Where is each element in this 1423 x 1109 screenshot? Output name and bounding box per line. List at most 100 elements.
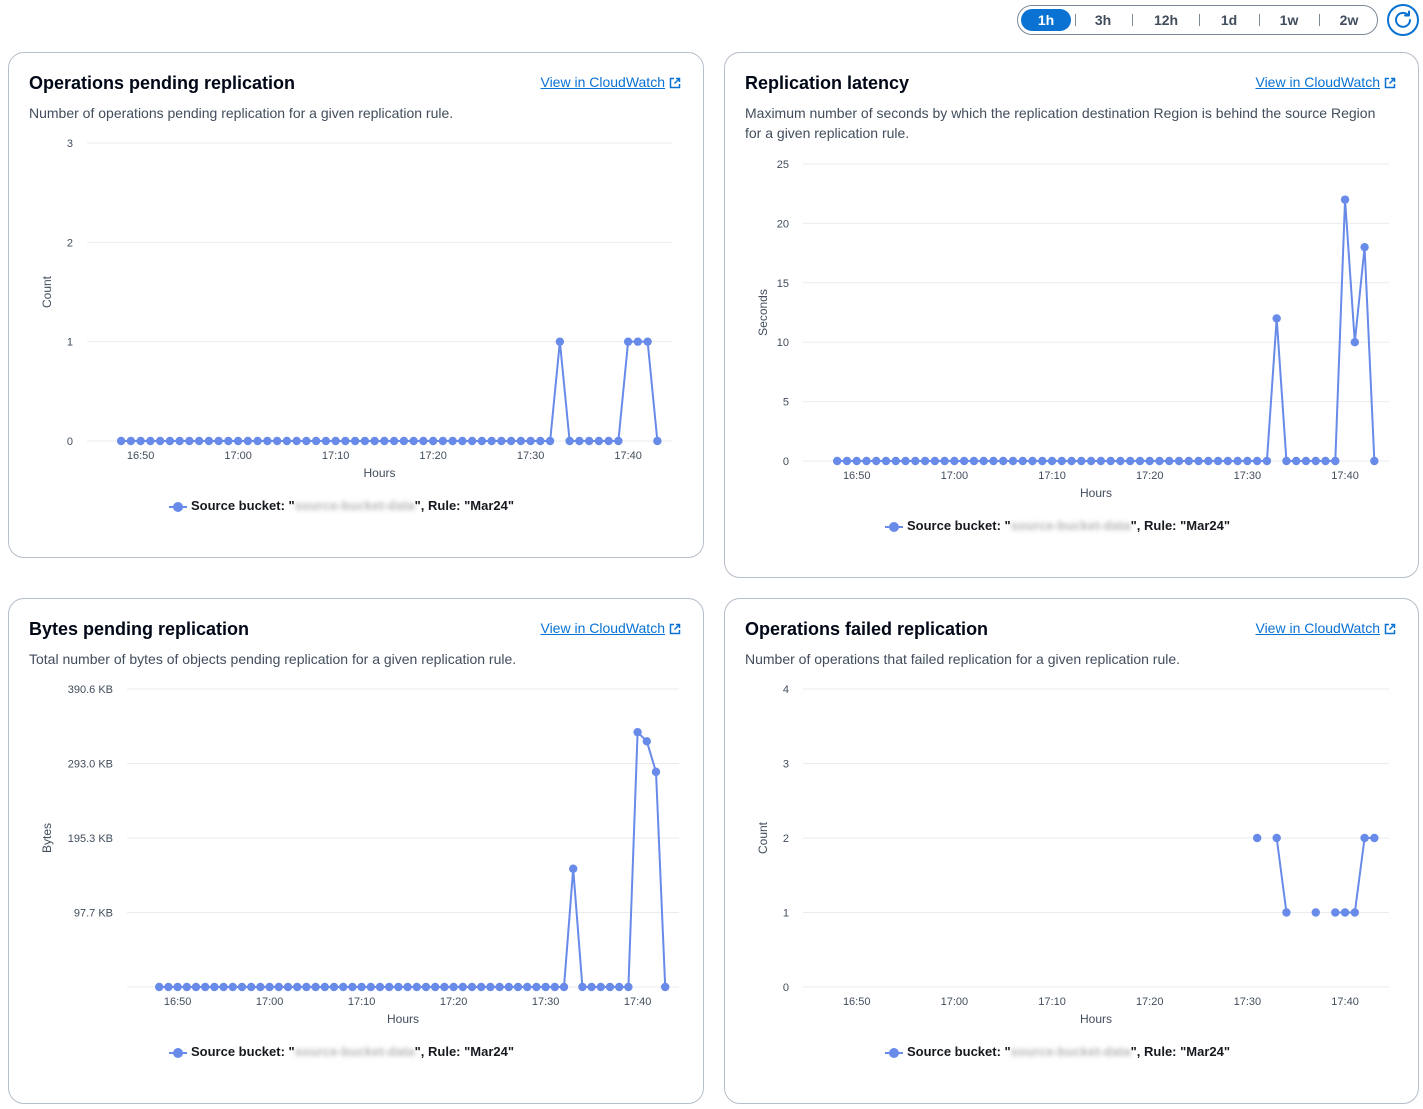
data-point[interactable] [155,982,164,992]
data-point[interactable] [615,982,624,992]
data-point[interactable] [428,436,438,446]
data-point[interactable] [431,982,440,992]
data-point[interactable] [341,436,350,446]
data-point[interactable] [541,982,550,992]
data-point[interactable] [1018,456,1027,466]
data-point[interactable] [506,436,516,446]
data-point[interactable] [872,456,881,466]
data-point[interactable] [623,337,633,346]
data-point[interactable] [201,982,210,992]
data-point[interactable] [1340,908,1350,917]
data-point[interactable] [1135,456,1145,466]
data-point[interactable] [1096,456,1106,466]
data-point[interactable] [219,982,228,992]
data-point[interactable] [366,982,375,992]
data-point[interactable] [370,436,379,446]
data-point[interactable] [350,436,360,446]
data-point[interactable] [320,982,329,992]
range-12h-button[interactable]: 12h [1153,12,1179,28]
data-point[interactable] [1194,456,1203,466]
data-point[interactable] [182,982,191,992]
data-point[interactable] [116,436,126,446]
data-point[interactable] [329,982,339,992]
data-point[interactable] [911,456,920,466]
view-in-cloudwatch-link[interactable]: View in CloudWatch [540,74,681,90]
data-point[interactable] [165,436,175,446]
data-point[interactable] [550,982,559,992]
data-point[interactable] [624,982,633,992]
data-point[interactable] [959,456,969,466]
data-point[interactable] [339,982,348,992]
data-point[interactable] [1174,456,1184,466]
data-point[interactable] [1340,195,1350,204]
range-1d-button[interactable]: 1d [1220,12,1238,28]
data-point[interactable] [1360,242,1369,252]
data-point[interactable] [526,436,535,446]
data-point[interactable] [1184,456,1193,466]
data-point[interactable] [979,456,988,466]
data-point[interactable] [283,982,293,992]
data-point[interactable] [1057,456,1067,466]
data-point[interactable] [1370,456,1379,466]
data-point[interactable] [477,436,487,446]
data-point[interactable] [487,436,496,446]
data-point[interactable] [1116,456,1125,466]
data-point[interactable] [1243,456,1252,466]
data-point[interactable] [1350,908,1360,917]
data-point[interactable] [842,456,852,466]
data-point[interactable] [357,982,366,992]
data-point[interactable] [272,436,282,446]
data-point[interactable] [1321,456,1330,466]
data-point[interactable] [575,436,584,446]
data-point[interactable] [394,982,403,992]
data-point[interactable] [399,436,409,446]
data-point[interactable] [594,436,604,446]
data-point[interactable] [1282,908,1291,917]
range-3h-button[interactable]: 3h [1094,12,1112,28]
data-point[interactable] [862,456,871,466]
data-point[interactable] [504,982,513,992]
data-point[interactable] [403,982,412,992]
data-point[interactable] [1077,456,1086,466]
data-point[interactable] [523,982,532,992]
data-point[interactable] [348,982,357,992]
data-point[interactable] [256,982,265,992]
data-point[interactable] [495,982,504,992]
data-point[interactable] [513,982,523,992]
data-point[interactable] [1155,456,1164,466]
data-point[interactable] [497,436,506,446]
data-point[interactable] [292,436,301,446]
data-point[interactable] [458,436,467,446]
view-in-cloudwatch-link[interactable]: View in CloudWatch [1255,620,1396,636]
data-point[interactable] [360,436,370,446]
data-point[interactable] [458,982,467,992]
data-point[interactable] [587,982,596,992]
data-point[interactable] [1350,338,1360,347]
data-point[interactable] [282,436,292,446]
data-point[interactable] [194,436,204,446]
data-point[interactable] [1252,833,1262,843]
data-point[interactable] [438,436,448,446]
data-point[interactable] [1204,456,1213,466]
data-point[interactable] [467,436,477,446]
data-point[interactable] [173,982,182,992]
data-point[interactable] [642,737,651,746]
data-point[interactable] [1311,908,1320,917]
data-point[interactable] [380,436,389,446]
data-point[interactable] [614,436,623,446]
data-point[interactable] [1125,456,1135,466]
data-point[interactable] [311,982,320,992]
data-point[interactable] [146,436,155,446]
data-point[interactable] [440,982,449,992]
data-point[interactable] [565,436,574,446]
data-point[interactable] [247,982,256,992]
data-point[interactable] [578,982,587,992]
data-point[interactable] [832,456,842,466]
data-point[interactable] [253,436,262,446]
refresh-button[interactable] [1387,4,1419,36]
data-point[interactable] [651,767,661,777]
data-point[interactable] [584,436,594,446]
data-point[interactable] [545,436,555,446]
data-point[interactable] [302,982,311,992]
data-point[interactable] [412,982,421,992]
